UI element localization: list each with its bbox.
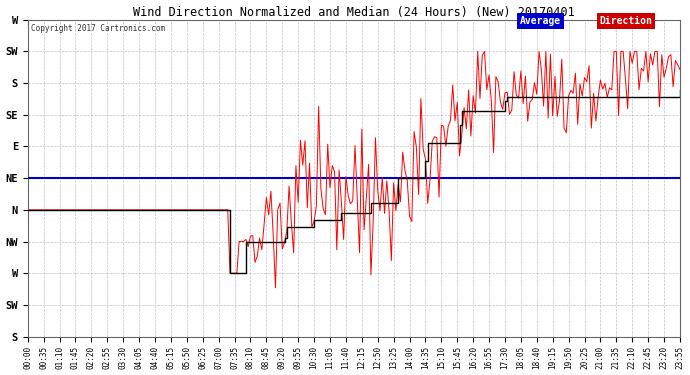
Title: Wind Direction Normalized and Median (24 Hours) (New) 20170401: Wind Direction Normalized and Median (24… — [133, 6, 575, 18]
Text: Average: Average — [520, 16, 562, 26]
Text: Direction: Direction — [600, 16, 652, 26]
Text: Copyright 2017 Cartronics.com: Copyright 2017 Cartronics.com — [31, 24, 165, 33]
